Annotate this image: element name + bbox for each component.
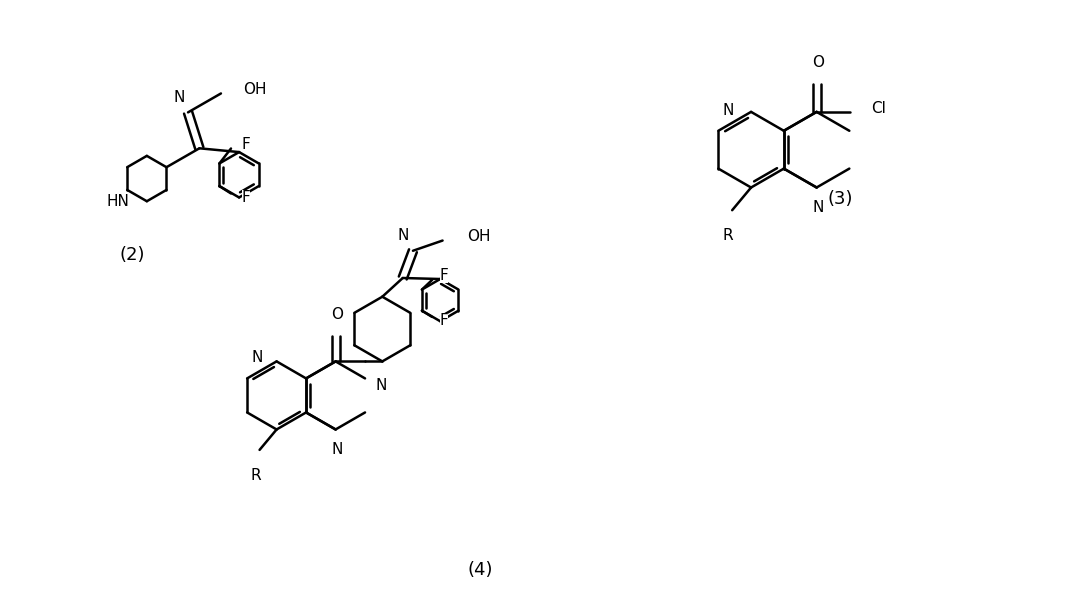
Text: N: N xyxy=(173,90,185,106)
Text: F: F xyxy=(440,313,448,329)
Text: (2): (2) xyxy=(119,246,144,264)
Text: (4): (4) xyxy=(468,561,493,579)
Text: F: F xyxy=(440,269,448,283)
Text: OH: OH xyxy=(243,82,266,97)
Text: F: F xyxy=(242,190,250,205)
Text: F: F xyxy=(242,137,250,152)
Text: N: N xyxy=(332,442,343,457)
Text: HN: HN xyxy=(106,194,128,209)
Text: N: N xyxy=(398,228,409,243)
Text: OH: OH xyxy=(468,229,491,244)
Text: R: R xyxy=(250,468,261,483)
Text: O: O xyxy=(812,55,825,69)
Text: (3): (3) xyxy=(828,190,853,208)
Text: N: N xyxy=(376,378,387,393)
Text: N: N xyxy=(251,350,262,365)
Text: N: N xyxy=(722,103,734,118)
Text: O: O xyxy=(332,307,343,322)
Text: R: R xyxy=(723,228,734,243)
Text: N: N xyxy=(813,200,824,215)
Text: Cl: Cl xyxy=(872,101,886,116)
